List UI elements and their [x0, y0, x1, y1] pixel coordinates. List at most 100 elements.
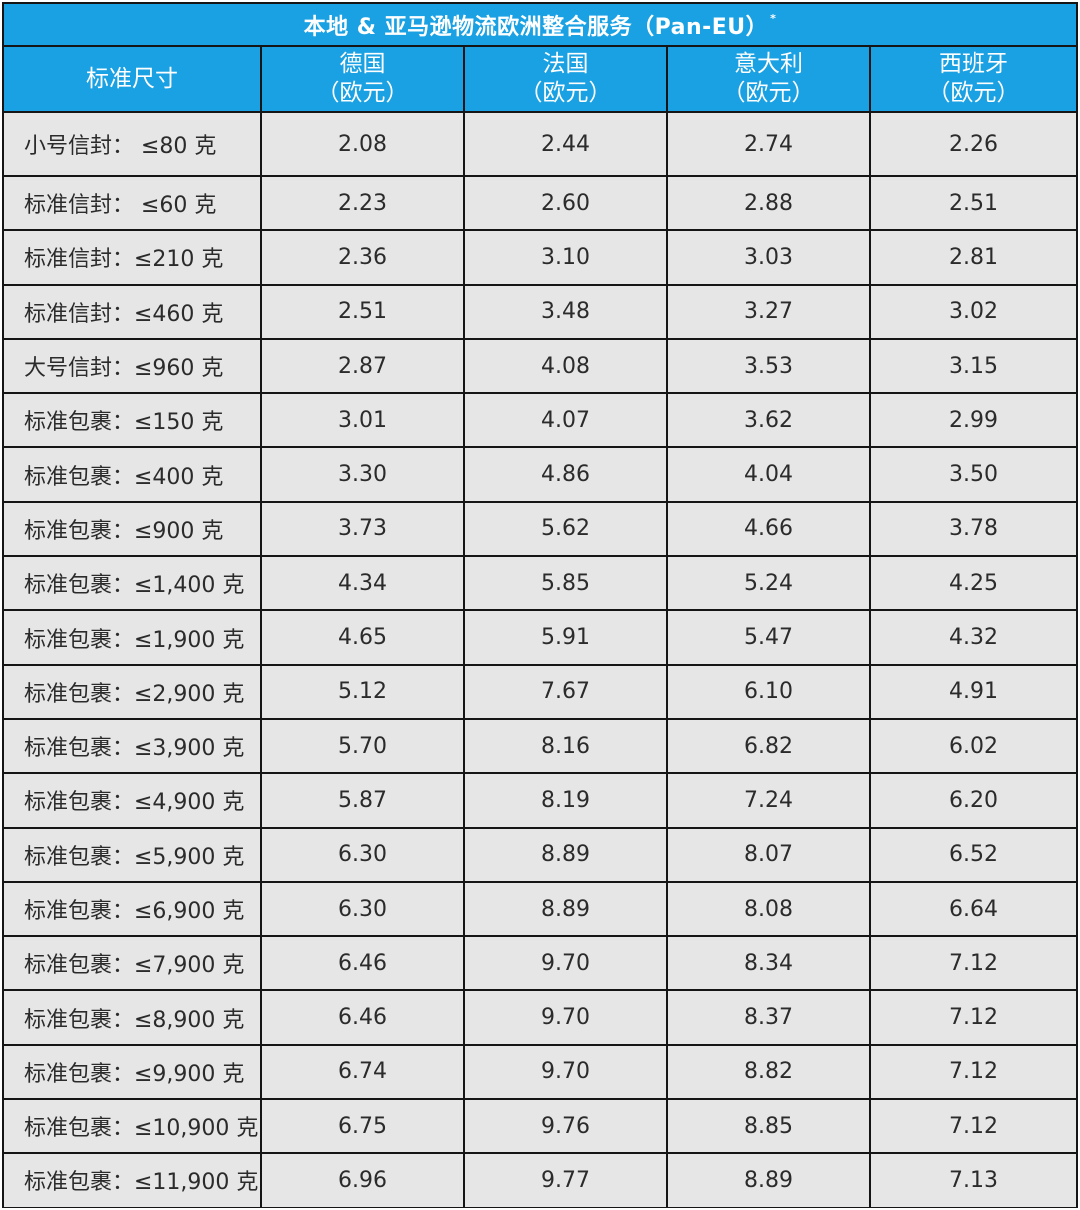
table-row: 标准包裹：≤11,900 克 6.96 9.77 8.89 7.13	[4, 1154, 1076, 1207]
fee-cell-germany: 4.65	[262, 611, 465, 666]
fee-cell-germany: 6.96	[262, 1154, 465, 1207]
row-size-label: 标准包裹：≤2,900 克	[4, 665, 262, 720]
row-size-label: 标准信封： ≤60 克	[4, 177, 262, 232]
table-row: 标准包裹：≤8,900 克 6.46 9.70 8.37 7.12	[4, 991, 1076, 1046]
table-row: 标准包裹：≤900 克 3.73 5.62 4.66 3.78	[4, 502, 1076, 558]
fee-cell-france: 7.67	[465, 665, 668, 720]
header-label: 德国	[339, 51, 386, 77]
fee-cell-italy: 3.62	[668, 394, 871, 449]
row-size-label: 标准包裹：≤9,900 克	[4, 1045, 262, 1101]
table-row: 标准包裹：≤7,900 克 6.46 9.70 8.34 7.12	[4, 937, 1076, 992]
table-row: 标准包裹：≤9,900 克 6.74 9.70 8.82 7.12	[4, 1045, 1076, 1101]
row-size-label: 标准包裹：≤900 克	[4, 502, 262, 558]
fee-cell-germany: 3.30	[262, 448, 465, 503]
fee-cell-italy: 8.37	[668, 991, 871, 1046]
fee-cell-france: 9.77	[465, 1154, 668, 1207]
table-row: 小号信封： ≤80 克 2.08 2.44 2.74 2.26	[4, 113, 1076, 177]
row-size-label: 标准包裹：≤10,900 克	[4, 1100, 262, 1155]
fee-cell-germany: 5.87	[262, 774, 465, 829]
fee-cell-france: 8.89	[465, 882, 668, 938]
fee-cell-germany: 2.87	[262, 339, 465, 395]
fee-cell-spain: 7.12	[871, 1100, 1076, 1155]
fee-cell-italy: 2.74	[668, 113, 871, 177]
row-size-label: 标准信封：≤460 克	[4, 285, 262, 340]
header-row: 标准尺寸 德国 （欧元） 法国 （欧元） 意大利 （欧元） 西班牙 （欧元）	[4, 47, 1076, 113]
header-unit: （欧元）	[927, 80, 1020, 106]
row-size-label: 标准包裹：≤4,900 克	[4, 774, 262, 829]
fee-cell-spain: 4.32	[871, 611, 1076, 666]
fee-cell-italy: 2.88	[668, 177, 871, 232]
fee-cell-spain: 4.25	[871, 557, 1076, 612]
header-standard-size: 标准尺寸	[4, 47, 262, 113]
header-germany: 德国 （欧元）	[262, 47, 465, 113]
header-unit: （欧元）	[316, 80, 409, 106]
fee-cell-italy: 6.82	[668, 719, 871, 775]
fee-cell-spain: 7.13	[871, 1154, 1076, 1207]
row-size-label: 标准包裹：≤150 克	[4, 394, 262, 449]
fee-cell-france: 8.16	[465, 719, 668, 775]
header-france: 法国 （欧元）	[465, 47, 668, 113]
fee-cell-germany: 2.08	[262, 113, 465, 177]
header-label: 意大利	[734, 51, 803, 77]
fee-cell-germany: 6.46	[262, 991, 465, 1046]
table-row: 标准信封：≤460 克 2.51 3.48 3.27 3.02	[4, 285, 1076, 340]
fee-cell-italy: 8.85	[668, 1100, 871, 1155]
fee-cell-italy: 8.89	[668, 1154, 871, 1207]
table-row: 标准信封： ≤60 克 2.23 2.60 2.88 2.51	[4, 177, 1076, 232]
fee-cell-germany: 6.46	[262, 937, 465, 992]
row-size-label: 标准包裹：≤8,900 克	[4, 991, 262, 1046]
fee-cell-france: 2.44	[465, 113, 668, 177]
fee-cell-italy: 4.66	[668, 502, 871, 558]
fee-cell-france: 4.08	[465, 339, 668, 395]
header-label: 法国	[542, 51, 589, 77]
table-row: 标准包裹：≤150 克 3.01 4.07 3.62 2.99	[4, 394, 1076, 449]
fee-cell-france: 5.85	[465, 557, 668, 612]
fee-cell-italy: 8.34	[668, 937, 871, 992]
fee-cell-italy: 4.04	[668, 448, 871, 503]
fee-cell-italy: 3.53	[668, 339, 871, 395]
table-row: 大号信封：≤960 克 2.87 4.08 3.53 3.15	[4, 339, 1076, 395]
table-row: 标准包裹：≤2,900 克 5.12 7.67 6.10 4.91	[4, 665, 1076, 720]
row-size-label: 标准包裹：≤1,900 克	[4, 611, 262, 666]
fee-cell-spain: 6.52	[871, 828, 1076, 883]
header-label: 西班牙	[939, 51, 1008, 77]
fee-cell-spain: 7.12	[871, 1045, 1076, 1101]
table-row: 标准包裹：≤4,900 克 5.87 8.19 7.24 6.20	[4, 774, 1076, 829]
fee-cell-italy: 8.82	[668, 1045, 871, 1101]
fee-cell-italy: 7.24	[668, 774, 871, 829]
row-size-label: 标准包裹：≤11,900 克	[4, 1154, 262, 1207]
fee-cell-germany: 6.74	[262, 1045, 465, 1101]
fee-cell-spain: 3.50	[871, 448, 1076, 503]
table-row: 标准包裹：≤1,900 克 4.65 5.91 5.47 4.32	[4, 611, 1076, 666]
fee-table: 标准尺寸 德国 （欧元） 法国 （欧元） 意大利 （欧元） 西班牙 （欧元） 小号信封：…	[4, 47, 1076, 1207]
row-size-label: 大号信封：≤960 克	[4, 339, 262, 395]
fee-cell-germany: 5.12	[262, 665, 465, 720]
fee-cell-italy: 6.10	[668, 665, 871, 720]
fee-cell-france: 5.91	[465, 611, 668, 666]
fee-cell-germany: 5.70	[262, 719, 465, 775]
fee-cell-france: 3.48	[465, 285, 668, 340]
fee-cell-spain: 2.26	[871, 113, 1076, 177]
fee-cell-france: 9.70	[465, 937, 668, 992]
fee-cell-spain: 2.81	[871, 231, 1076, 286]
fee-cell-italy: 8.07	[668, 828, 871, 883]
header-italy: 意大利 （欧元）	[668, 47, 871, 113]
table-row: 标准包裹：≤3,900 克 5.70 8.16 6.82 6.02	[4, 719, 1076, 775]
row-size-label: 标准包裹：≤5,900 克	[4, 828, 262, 883]
table-row: 标准包裹：≤400 克 3.30 4.86 4.04 3.50	[4, 448, 1076, 503]
fee-cell-france: 9.70	[465, 1045, 668, 1101]
fee-cell-germany: 2.51	[262, 285, 465, 340]
row-size-label: 标准包裹：≤1,400 克	[4, 557, 262, 612]
fee-cell-france: 5.62	[465, 502, 668, 558]
fee-cell-france: 9.70	[465, 991, 668, 1046]
row-size-label: 标准包裹：≤3,900 克	[4, 719, 262, 775]
table-title: 本地 & 亚马逊物流欧洲整合服务（Pan-EU） *	[4, 4, 1076, 45]
row-size-label: 标准信封：≤210 克	[4, 231, 262, 286]
fee-cell-germany: 3.01	[262, 394, 465, 449]
fee-cell-spain: 3.02	[871, 285, 1076, 340]
fee-cell-spain: 2.99	[871, 394, 1076, 449]
table-body: 小号信封： ≤80 克 2.08 2.44 2.74 2.26 标准信封： ≤60 克 2.…	[4, 113, 1076, 1207]
header-unit: （欧元）	[519, 80, 612, 106]
header-spain: 西班牙 （欧元）	[871, 47, 1076, 113]
